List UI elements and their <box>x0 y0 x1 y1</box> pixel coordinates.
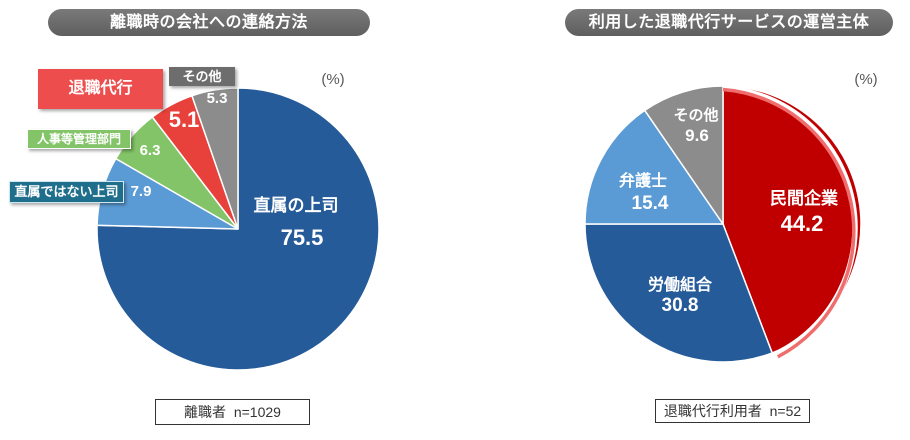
svg-text:9.6: 9.6 <box>685 126 709 145</box>
svg-text:直属の上司: 直属の上司 <box>254 195 339 215</box>
svg-text:75.5: 75.5 <box>281 225 324 250</box>
svg-text:弁護士: 弁護士 <box>619 171 667 190</box>
svg-text:30.8: 30.8 <box>662 295 699 316</box>
svg-text:5.3: 5.3 <box>207 90 228 107</box>
svg-text:労働組合: 労働組合 <box>648 275 713 294</box>
svg-text:6.3: 6.3 <box>140 142 161 159</box>
svg-text:5.1: 5.1 <box>169 107 200 132</box>
svg-text:(%): (%) <box>854 71 877 88</box>
svg-text:44.2: 44.2 <box>781 211 824 236</box>
svg-text:7.9: 7.9 <box>131 183 152 200</box>
svg-text:民間企業: 民間企業 <box>770 188 838 208</box>
svg-text:その他: その他 <box>673 106 718 124</box>
svg-text:(%): (%) <box>321 71 344 88</box>
svg-text:15.4: 15.4 <box>632 193 669 214</box>
